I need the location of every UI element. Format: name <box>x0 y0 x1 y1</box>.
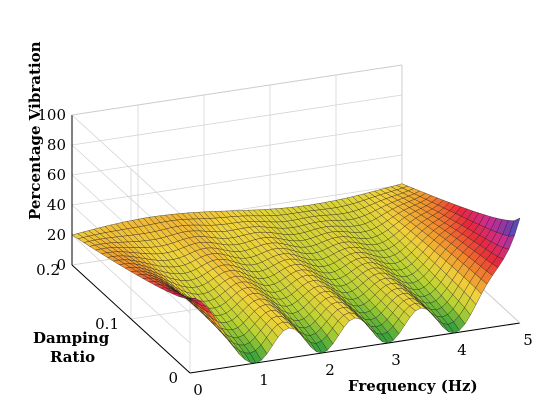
x-tick-label: 1 <box>259 371 269 389</box>
y-tick-label: 0.1 <box>95 315 119 333</box>
surface-cell <box>508 217 521 237</box>
z-tick-label: 0 <box>56 256 66 274</box>
z-tick-label: 40 <box>47 196 66 214</box>
y-axis-label-line-2: Ratio <box>50 348 95 366</box>
z-tick-label: 100 <box>37 106 66 124</box>
x-tick-label: 2 <box>325 361 335 379</box>
z-tick-label: 60 <box>47 166 66 184</box>
z-tick-label: 20 <box>47 226 66 244</box>
grid-line-z-back <box>71 94 403 146</box>
surface-mesh <box>71 183 521 364</box>
axis-edge <box>189 322 521 374</box>
axis-edge <box>71 64 403 116</box>
grid-line-z-back <box>71 154 403 206</box>
x-tick-label: 5 <box>523 331 533 349</box>
grid-line-z-back <box>71 124 403 176</box>
x-axis-label: Frequency (Hz) <box>348 377 478 395</box>
y-axis-label-line-1: Damping <box>33 329 110 347</box>
x-tick-label: 4 <box>457 341 467 359</box>
axis-edge <box>71 264 191 374</box>
z-axis-label: Percentage Vibration <box>26 41 44 220</box>
y-tick-label: 0 <box>168 369 178 387</box>
y-tick-label: 0.2 <box>36 261 60 279</box>
x-tick-label: 0 <box>193 381 203 399</box>
x-tick-label: 3 <box>391 351 401 369</box>
z-tick-label: 80 <box>47 136 66 154</box>
